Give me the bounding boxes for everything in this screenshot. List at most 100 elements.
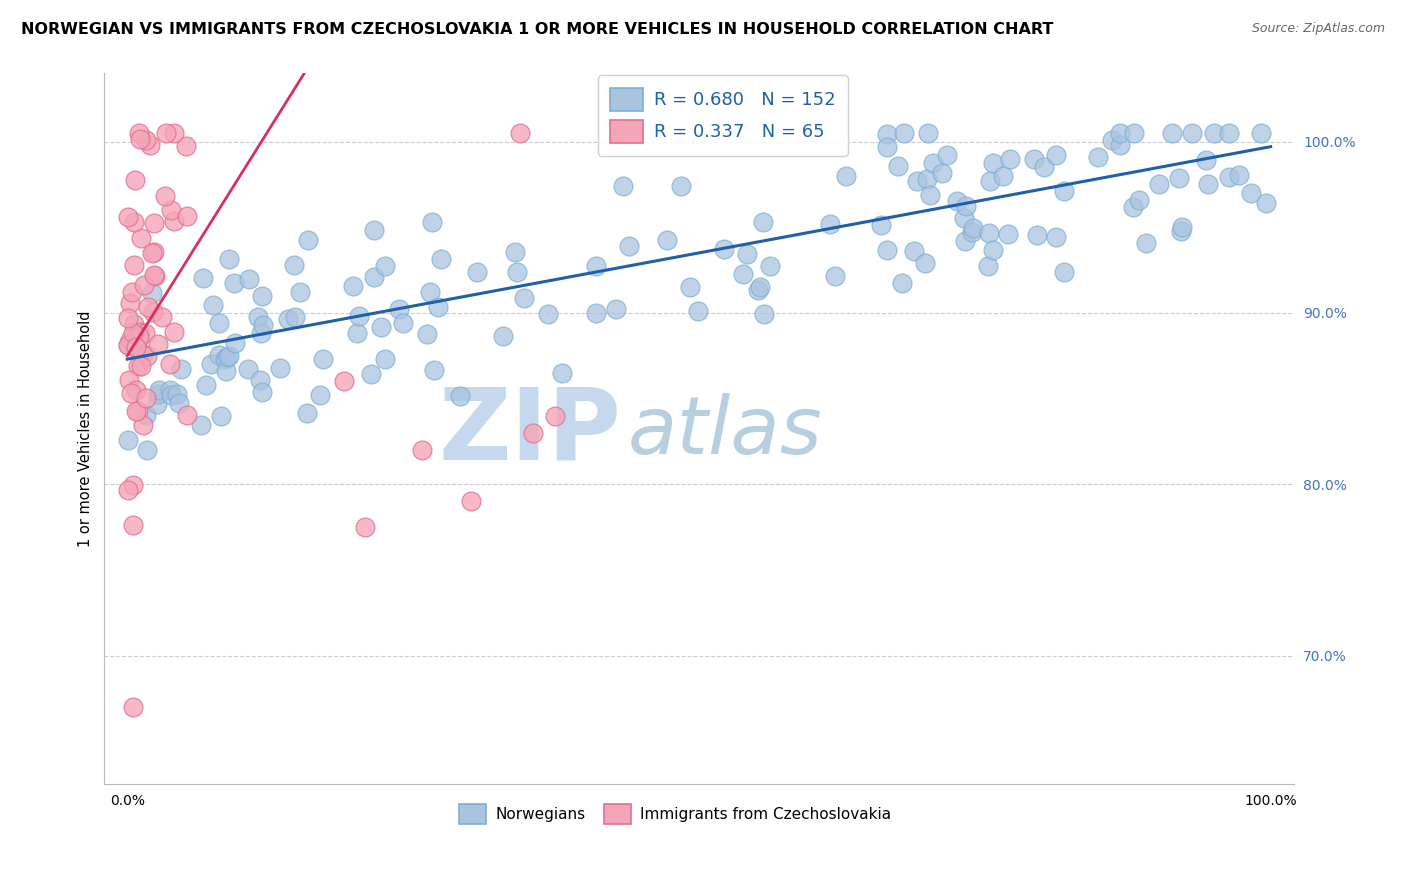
Point	[936, 148, 959, 162]
Point	[1204, 126, 1226, 140]
Point	[363, 223, 385, 237]
Point	[145, 397, 167, 411]
Point	[153, 189, 176, 203]
Point	[117, 338, 139, 352]
Point	[122, 700, 145, 714]
Point	[295, 406, 318, 420]
Point	[354, 520, 377, 534]
Point	[128, 126, 150, 140]
Text: ZIP: ZIP	[439, 384, 621, 481]
Point	[170, 362, 193, 376]
Point	[217, 351, 239, 365]
Point	[1250, 126, 1272, 140]
Point	[1026, 227, 1049, 242]
Point	[159, 388, 181, 402]
Point	[1218, 169, 1240, 184]
Point	[1168, 170, 1191, 185]
Point	[136, 442, 159, 457]
Point	[1197, 177, 1219, 191]
Point	[1160, 126, 1182, 140]
Point	[976, 259, 998, 273]
Point	[124, 317, 146, 331]
Point	[903, 244, 925, 258]
Point	[981, 243, 1004, 257]
Point	[977, 226, 1000, 240]
Point	[174, 138, 197, 153]
Point	[297, 233, 319, 247]
Point	[544, 409, 567, 423]
Point	[333, 375, 356, 389]
Point	[537, 307, 560, 321]
Point	[731, 267, 754, 281]
Point	[214, 351, 236, 366]
Point	[981, 155, 1004, 169]
Point	[208, 348, 231, 362]
Point	[1229, 169, 1251, 183]
Point	[465, 265, 488, 279]
Point	[503, 244, 526, 259]
Point	[208, 316, 231, 330]
Point	[1122, 200, 1144, 214]
Point	[148, 383, 170, 397]
Point	[142, 216, 165, 230]
Point	[176, 209, 198, 223]
Point	[135, 409, 157, 423]
Point	[752, 215, 775, 229]
Point	[238, 272, 260, 286]
Point	[128, 329, 150, 343]
Point	[288, 285, 311, 300]
Point	[159, 383, 181, 397]
Point	[120, 296, 142, 310]
Point	[891, 276, 914, 290]
Point	[876, 127, 898, 141]
Point	[349, 309, 371, 323]
Point	[960, 225, 983, 239]
Point	[747, 283, 769, 297]
Point	[907, 174, 929, 188]
Text: atlas: atlas	[627, 393, 823, 471]
Point	[129, 132, 152, 146]
Point	[129, 326, 152, 340]
Point	[387, 301, 409, 316]
Point	[997, 227, 1019, 242]
Point	[117, 311, 139, 326]
Point	[146, 387, 169, 401]
Point	[1053, 184, 1076, 198]
Point	[143, 268, 166, 283]
Point	[122, 478, 145, 492]
Point	[917, 171, 939, 186]
Point	[678, 280, 700, 294]
Point	[1147, 177, 1170, 191]
Point	[132, 277, 155, 292]
Point	[250, 289, 273, 303]
Point	[360, 367, 382, 381]
Point	[955, 199, 977, 213]
Point	[136, 349, 159, 363]
Point	[688, 304, 710, 318]
Point	[311, 351, 333, 366]
Point	[127, 328, 149, 343]
Point	[129, 359, 152, 373]
Point	[423, 362, 446, 376]
Point	[893, 126, 915, 140]
Point	[277, 311, 299, 326]
Point	[269, 360, 291, 375]
Point	[449, 389, 471, 403]
Point	[931, 166, 953, 180]
Point	[363, 270, 385, 285]
Point	[411, 442, 433, 457]
Point	[426, 300, 449, 314]
Point	[191, 271, 214, 285]
Point	[202, 298, 225, 312]
Point	[917, 126, 939, 140]
Point	[1032, 160, 1054, 174]
Y-axis label: 1 or more Vehicles in Household: 1 or more Vehicles in Household	[79, 310, 93, 547]
Point	[120, 333, 142, 347]
Point	[1109, 126, 1132, 140]
Point	[1135, 235, 1157, 250]
Point	[759, 260, 782, 274]
Point	[117, 434, 139, 448]
Point	[551, 366, 574, 380]
Point	[247, 310, 270, 325]
Point	[249, 373, 271, 387]
